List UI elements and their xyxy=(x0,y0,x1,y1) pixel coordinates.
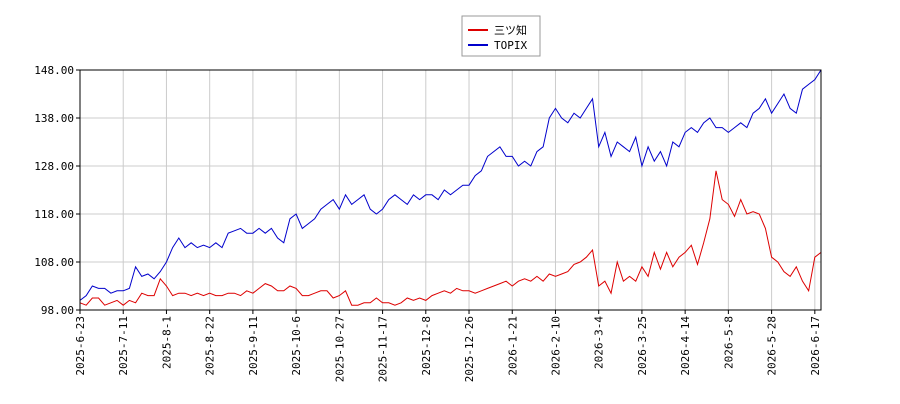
legend-box xyxy=(461,15,541,57)
x-tick-label: 2025-12-8 xyxy=(420,316,433,376)
x-tick-label: 2025-8-22 xyxy=(204,316,217,376)
series-line xyxy=(79,170,822,306)
x-tick-label: 2026-6-17 xyxy=(809,316,822,376)
y-tick-label: 138.00 xyxy=(34,112,74,125)
y-tick-label: 148.00 xyxy=(34,64,74,77)
x-tick-label: 2025-8-1 xyxy=(160,316,173,369)
x-tick-label: 2026-3-25 xyxy=(636,316,649,376)
x-tick-label: 2025-10-6 xyxy=(290,316,303,376)
x-tick-label: 2025-7-11 xyxy=(117,316,130,376)
legend-label: TOPIX xyxy=(494,39,527,52)
y-tick-label: 108.00 xyxy=(34,256,74,269)
x-tick-label: 2026-2-10 xyxy=(549,316,562,376)
x-tick-label: 2026-5-28 xyxy=(766,316,779,376)
x-tick-label: 2026-1-21 xyxy=(506,316,519,376)
plot-frame xyxy=(79,69,822,311)
x-tick-label: 2025-9-11 xyxy=(247,316,260,376)
y-tick-label: 118.00 xyxy=(34,208,74,221)
x-tick-label: 2026-5-8 xyxy=(722,316,735,369)
y-tick-label: 98.00 xyxy=(41,304,74,317)
series-line xyxy=(79,69,822,301)
x-tick-label: 2025-6-23 xyxy=(74,316,87,376)
x-tick-label: 2025-10-27 xyxy=(333,316,346,382)
x-tick-label: 2026-3-4 xyxy=(593,316,606,369)
y-tick-label: 128.00 xyxy=(34,160,74,173)
x-tick-label: 2025-11-17 xyxy=(377,316,390,382)
x-tick-label: 2025-12-26 xyxy=(463,316,476,382)
x-tick-label: 2026-4-14 xyxy=(679,316,692,376)
legend-label: 三ツ知 xyxy=(494,23,527,37)
